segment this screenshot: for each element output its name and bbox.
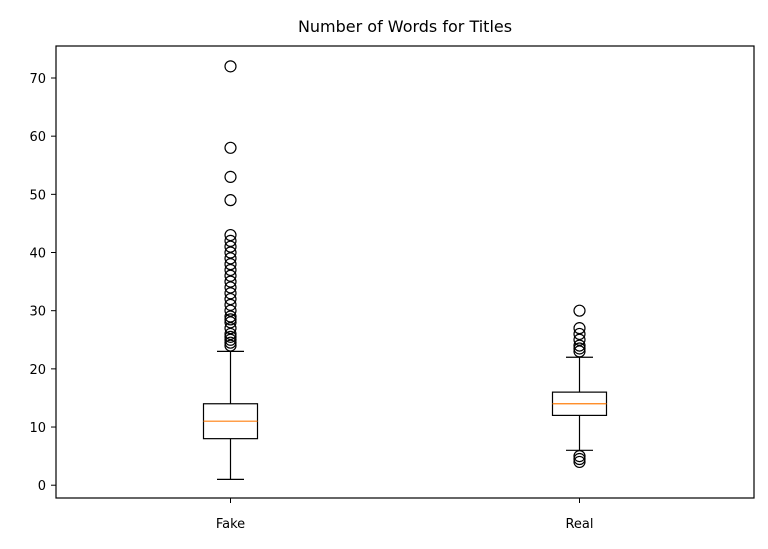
box-fake (202, 60, 259, 480)
y-tick-label: 70 (29, 72, 46, 87)
y-tick-label: 40 (29, 247, 46, 262)
outlier-point (573, 455, 586, 469)
outlier-point (224, 327, 237, 341)
outlier-point (224, 275, 237, 288)
x-tick-label: Fake (216, 517, 245, 532)
outlier-point (224, 240, 237, 253)
outlier-point (224, 194, 237, 207)
outlier-point (224, 310, 237, 323)
y-tick-label: 10 (29, 421, 46, 436)
outlier-point (573, 450, 586, 463)
outlier-point (224, 228, 237, 242)
chart-title: Number of Words for Titles (298, 17, 512, 36)
outlier-point (573, 304, 586, 317)
box-real (551, 304, 608, 469)
outlier-point (573, 345, 586, 358)
outlier-point (573, 333, 586, 346)
outlier-point (224, 252, 237, 265)
y-tick-label: 50 (29, 188, 46, 203)
outlier-point (573, 452, 586, 466)
outlier-point (224, 316, 237, 329)
outlier-point (573, 339, 586, 352)
plot-area-frame (55, 45, 755, 499)
outlier-point (224, 298, 237, 311)
outlier-point (224, 333, 237, 346)
outlier-point (224, 322, 237, 335)
outlier-point (224, 339, 237, 352)
outlier-point (224, 313, 237, 326)
outlier-point (573, 342, 586, 355)
outlier-point (224, 304, 237, 317)
outlier-point (224, 258, 237, 271)
x-tick-label: Real (565, 517, 593, 532)
outlier-point (224, 281, 237, 294)
outlier-point (224, 330, 237, 343)
outlier-point (224, 246, 237, 259)
outlier-point (224, 287, 237, 300)
y-tick-label: 60 (29, 130, 46, 145)
outlier-point (573, 327, 586, 341)
y-axis: 0 10 20 30 40 50 60 70 (29, 72, 56, 494)
outlier-point (224, 170, 237, 183)
y-tick-label: 20 (29, 363, 46, 378)
outlier-point (224, 269, 237, 282)
outlier-point (224, 60, 237, 73)
y-tick-label: 30 (29, 305, 46, 320)
outlier-point (224, 292, 237, 306)
outlier-point (224, 234, 237, 247)
boxes-layer (202, 60, 608, 480)
y-tick-label: 0 (38, 479, 46, 494)
x-axis: Fake Real (216, 498, 594, 532)
outlier-point (224, 263, 237, 277)
outlier-point (224, 336, 237, 349)
outlier-point (224, 141, 237, 154)
outlier-point (573, 322, 586, 335)
